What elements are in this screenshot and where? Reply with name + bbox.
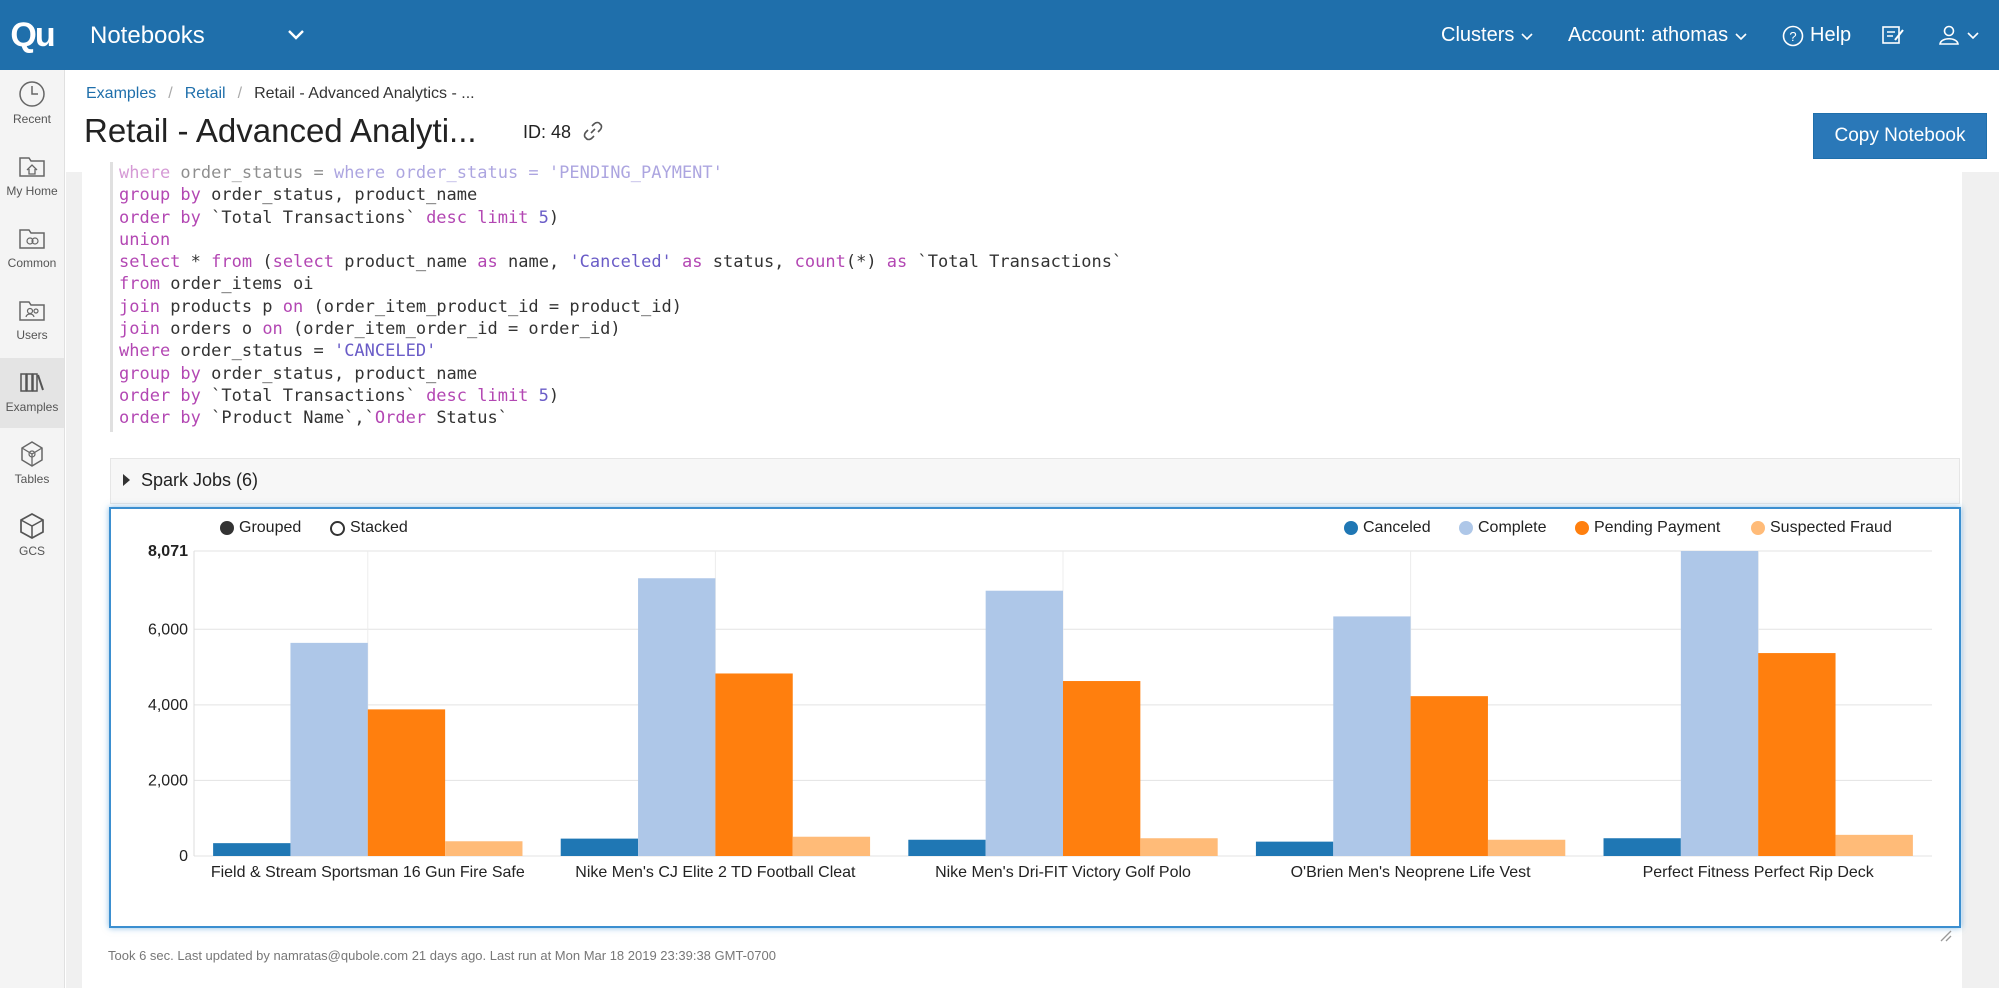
legend-label: Canceled [1363,519,1431,536]
legend-item-pending-payment[interactable]: Pending Payment [1575,519,1720,537]
sidebar: Recent My Home Common Users Examples Tab… [0,70,65,988]
sidebar-item-users[interactable]: Users [0,286,64,356]
sidebar-item-label: My Home [6,184,58,198]
radio-empty-icon [330,520,345,536]
code-line: order by `Total Transactions` desc limit… [119,207,560,228]
chevron-down-icon [1735,32,1747,40]
chevron-down-icon[interactable] [285,24,307,46]
user-icon [1939,25,1959,45]
run-status: Took 6 sec. Last updated by namratas@qub… [108,948,776,963]
home-folder-icon [19,157,45,177]
code-line: order by `Product Name`,`Order Status` [119,408,508,429]
legend-item-complete[interactable]: Complete [1459,519,1546,537]
sidebar-item-tables[interactable]: Tables [0,430,64,500]
books-icon [20,373,44,392]
app-title[interactable]: Notebooks [90,22,205,49]
sidebar-item-label: Recent [12,112,52,126]
breadcrumb-separator: / [237,85,243,102]
spark-jobs-toggle[interactable]: Spark Jobs (6) [110,458,1960,504]
help-icon: ? [1782,25,1804,46]
legend-item-suspected-fraud[interactable]: Suspected Fraud [1751,519,1892,537]
top-navbar: Qu Notebooks Clusters Account: athomas ?… [0,0,1999,70]
qubole-logo[interactable]: Qu [0,0,64,70]
legend-label: Suspected Fraud [1770,519,1892,536]
resize-handle-icon[interactable] [1938,928,1952,942]
help-label: Help [1810,24,1852,46]
help-menu[interactable]: ? Help [1782,24,1851,47]
legend-swatch [1459,521,1473,535]
sidebar-item-recent[interactable]: Recent [0,70,64,140]
sidebar-item-label: Tables [14,472,50,486]
legend-swatch [1344,521,1358,535]
sidebar-item-label: Examples [5,400,59,414]
sidebar-item-gcs[interactable]: GCS [0,502,64,572]
svg-text:?: ? [1789,29,1796,44]
code-line: select * from (select product_name as na… [119,252,1123,273]
clock-icon [19,81,45,107]
legend-swatch [1575,521,1589,535]
code-line: group by order_status, product_name [119,185,478,206]
code-line: group by order_status, product_name [119,363,478,384]
breadcrumb: Examples / Retail / Retail - Advanced Analyt… [86,85,475,103]
breadcrumb-current: Retail - Advanced Analytics - ... [254,85,475,102]
code-line: from order_items oi [119,274,314,295]
user-menu[interactable] [1938,24,1980,46]
stacked-label: Stacked [350,519,408,536]
feedback-icon[interactable] [1881,24,1905,46]
legend-label: Pending Payment [1594,519,1721,536]
sidebar-item-common[interactable]: Common [0,214,64,284]
logo-text: Qu [10,15,55,54]
chevron-down-icon [1521,32,1533,40]
sidebar-item-label: GCS [18,544,45,558]
tables-icon [21,441,43,467]
chart-panel [109,507,1961,928]
code-text: where order_status = 'PENDING_PAYMENT' [333,163,723,183]
page-title: Retail - Advanced Analyti... [84,112,477,149]
code-editor[interactable]: where order_status = where order_status … [110,162,1959,432]
sidebar-item-label: Common [7,256,57,270]
breadcrumb-examples[interactable]: Examples [86,85,157,102]
cube-icon [20,513,44,539]
link-icon[interactable] [583,121,603,141]
radio-filled-icon [220,521,234,535]
sidebar-item-label: Users [16,328,48,342]
legend-label: Complete [1478,519,1547,536]
spark-jobs-label: Spark Jobs (6) [141,470,259,490]
account-menu[interactable]: Account: athomas [1568,24,1748,47]
chevron-down-icon [1967,32,1979,40]
grouped-label: Grouped [239,519,302,536]
code-line: join products p on (order_item_product_i… [119,296,682,317]
notebook-id: ID: 48 [523,122,572,142]
caret-right-icon [123,474,130,486]
stacked-radio[interactable]: Stacked [330,519,408,537]
legend-swatch [1751,521,1765,535]
sidebar-item-my-home[interactable]: My Home [0,142,64,212]
code-line: union [119,229,171,250]
common-folder-icon [19,229,45,249]
breadcrumb-retail[interactable]: Retail [184,85,226,102]
users-folder-icon [19,301,45,321]
sidebar-item-examples[interactable]: Examples [0,358,64,428]
code-line: order by `Total Transactions` desc limit… [119,385,560,406]
breadcrumb-separator: / [168,85,173,102]
code-line: where order_status = 'CANCELED' [119,341,437,362]
account-label: Account: athomas [1568,24,1729,46]
clusters-label: Clusters [1441,24,1515,46]
grouped-radio[interactable]: Grouped [220,519,301,537]
legend-item-canceled[interactable]: Canceled [1344,519,1431,537]
code-line: where order_status = where order_status … [119,163,723,183]
copy-notebook-button[interactable]: Copy Notebook [1813,113,1987,159]
clusters-menu[interactable]: Clusters [1441,24,1534,47]
code-line: join orders o on (order_item_order_id = … [119,319,621,340]
